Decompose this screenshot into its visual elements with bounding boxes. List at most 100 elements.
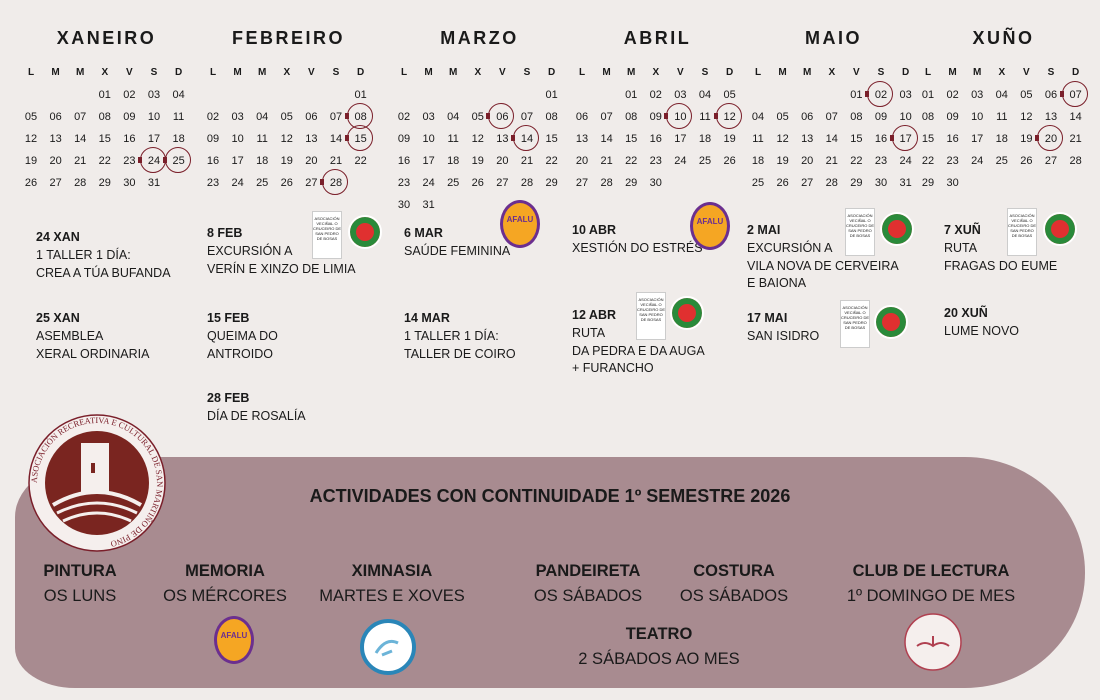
calendar-day: 19 [280, 155, 293, 167]
event-line: RUTA [944, 240, 978, 255]
weekday-label: M [948, 67, 957, 78]
activity: PANDEIRETA OS SÁBADOS [488, 558, 688, 608]
event: 15 FEB QUEIMA DO ANTROIDO [207, 310, 278, 363]
activity-schedule: OS SÁBADOS [533, 587, 643, 605]
calendar-day: 25 [751, 177, 765, 189]
vecinal-logo: ASOCIACIÓN VECIÑAL O CRUCEIRO DE SAN PED… [636, 292, 666, 340]
event-line: QUEIMA DO [207, 328, 278, 343]
weekday-label: D [901, 67, 910, 78]
calendar-day: 26 [280, 177, 293, 189]
event-date: 8 FEB [207, 226, 243, 240]
calendar-day: 07 [1059, 81, 1088, 107]
event: 24 XAN 1 TALLER 1 DÍA: CREA A TÚA BUFANDA [36, 229, 171, 282]
calendar-day: 20 [305, 155, 318, 167]
calendar-day: 05 [1020, 89, 1033, 101]
calendar-day: 13 [496, 133, 509, 145]
calendar-day: 15 [625, 133, 638, 145]
calendar-day: 28 [74, 177, 87, 189]
event-date: 6 MAR [404, 226, 443, 240]
event: 25 XAN ASEMBLEA XERAL ORDINARIA [36, 310, 149, 363]
weekday-label: V [1023, 67, 1030, 78]
calendar-day: 16 [874, 133, 888, 145]
weekday-label: X [998, 67, 1006, 78]
calendar-day: 12 [24, 133, 38, 145]
highlight-circle [486, 103, 515, 129]
weekday-label: V [677, 67, 684, 78]
event-date: 2 MAI [747, 223, 781, 237]
calendar-day: 10 [147, 111, 161, 123]
calendar-day: 28 [520, 177, 534, 189]
calendar-day: 29 [625, 177, 638, 189]
calendar-day: 26 [471, 177, 484, 189]
calendar-day: 11 [172, 111, 185, 123]
terra-cha-logo [360, 619, 416, 675]
vecinal-logo: ASOCIACIÓN VECIÑAL O CRUCEIRO DE SAN PED… [312, 211, 342, 259]
calendar-day: 31 [899, 177, 912, 189]
activity: XIMNASIA MARTES E XOVES [292, 558, 492, 608]
highlight-circle [162, 147, 191, 173]
calendar-day: 27 [496, 177, 509, 189]
calendar-day: 15 [921, 133, 935, 145]
weekday-label: M [76, 67, 85, 78]
month-title: MARZO [440, 28, 519, 48]
calendar-day: 01 [625, 89, 638, 101]
event-line: 1 TALLER 1 DÍA: [36, 247, 131, 262]
event: 2 MAI EXCURSIÓN A VILA NOVA DE CERVEIRA E B… [747, 222, 899, 293]
calendar-day: 10 [231, 133, 244, 145]
activity: CLUB DE LECTURA 1º DOMINGO DE MES [831, 558, 1031, 608]
event-date: 14 MAR [404, 311, 450, 325]
month-title: FEBREIRO [231, 28, 345, 48]
calendar-day: 04 [698, 89, 712, 101]
calendar-day: 12 [713, 103, 742, 129]
event-date: 17 MAI [747, 311, 788, 325]
calendar-day: 04 [995, 89, 1008, 101]
weekday-label: M [803, 67, 812, 78]
event-line: DA PEDRA E DA AUGA [572, 343, 705, 358]
calendar-day: 02 [123, 89, 136, 101]
event: 7 XUÑ RUTA FRAGAS DO EUME [944, 222, 1057, 275]
calendar-day: 04 [172, 89, 185, 101]
calendar-day: 24 [422, 177, 435, 189]
calendar-day: 26 [1020, 155, 1033, 167]
event-line: XERAL ORDINARIA [36, 346, 150, 361]
calendar-day: 25 [162, 147, 191, 173]
calendar-day: 29 [921, 177, 935, 189]
month-title: MAIO [805, 28, 862, 48]
calendar-day: 02 [649, 89, 662, 101]
calendar-day: 12 [471, 133, 484, 145]
calendar-day: 30 [946, 177, 959, 189]
calendar-day: 24 [899, 155, 912, 167]
continuity-title: ACTIVIDADES CON CONTINUIDADE 1º SEMESTRE… [309, 486, 791, 506]
vecinal-logo: ASOCIACIÓN VECIÑAL O CRUCEIRO DE SAN PED… [1007, 208, 1037, 256]
calendar-day: 31 [147, 177, 161, 189]
calendar-day: 14 [600, 133, 613, 145]
weekday-label: S [1047, 67, 1055, 78]
calendar-day: 25 [995, 155, 1008, 167]
activity-name: XIMNASIA [351, 562, 433, 580]
calendar-day: 27 [575, 177, 589, 189]
calendar-day: 18 [256, 155, 269, 167]
event-line: ANTROIDO [207, 346, 273, 361]
event-line: SAÚDE FEMININA [404, 243, 511, 258]
calendar-day: 22 [850, 155, 863, 167]
event-line: LUME NOVO [944, 323, 1020, 338]
weekday-label: S [701, 67, 709, 78]
calendar-day: 30 [874, 177, 888, 189]
weekday-label: X [283, 67, 291, 78]
calendar-day: 10 [971, 111, 984, 123]
month-title: ABRIL [623, 28, 692, 48]
activity-name: MEMORIA [185, 562, 265, 580]
calendar-day: 01 [354, 89, 367, 101]
calendar-day: 26 [776, 177, 789, 189]
month-xuño: XUÑO L M M X V S D 01 02 03 04 05 06 07 08 09 10 11 12 13 14 1… [916, 28, 1091, 189]
calendar-day: 20 [801, 155, 814, 167]
calendar-day: 16 [946, 133, 959, 145]
biblioteca-logo [904, 613, 962, 671]
weekday-label: M [627, 67, 636, 78]
weekday-label: S [150, 67, 158, 78]
calendar-day: 11 [699, 111, 711, 123]
calendar-day: 20 [1035, 125, 1063, 151]
event-date: 15 FEB [207, 311, 250, 325]
event: 6 MAR SAÚDE FEMININA [404, 225, 510, 261]
calendar-day: 20 [496, 155, 509, 167]
